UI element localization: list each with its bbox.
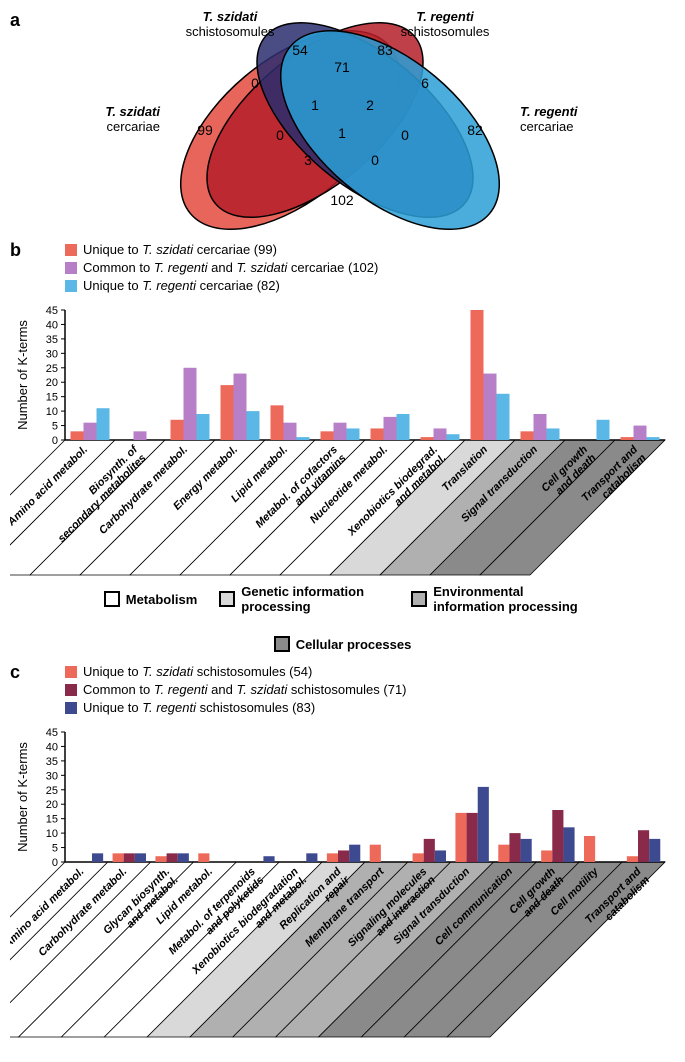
svg-text:0: 0	[371, 152, 379, 168]
svg-text:35: 35	[46, 334, 58, 346]
panel-b-chart: b Unique to T. szidati cercariae (99) Comm…	[10, 240, 675, 580]
svg-text:45: 45	[46, 727, 58, 739]
svg-text:c: c	[10, 662, 20, 682]
svg-text:40: 40	[46, 319, 58, 331]
svg-text:20: 20	[46, 377, 58, 389]
venn-svg: 99 54 83 82 0 71 6 102 0 0 1 2 3 0 1	[90, 10, 590, 240]
panel-c-chart: c Unique to T. szidati schistosomules (54…	[10, 662, 675, 1042]
svg-text:1: 1	[311, 97, 319, 113]
venn-label-tsz-cerc: T. szidaticercariae	[40, 105, 160, 135]
svg-text:20: 20	[46, 799, 58, 811]
panel-a-label: a	[10, 10, 20, 31]
svg-text:35: 35	[46, 756, 58, 768]
svg-text:0: 0	[401, 127, 409, 143]
venn-label-tr-cerc: T. regenticercariae	[520, 105, 640, 135]
svg-text:30: 30	[46, 348, 58, 360]
svg-text:40: 40	[46, 741, 58, 753]
svg-text:Unique to T. regenti schistoso: Unique to T. regenti schistosomules (83)	[83, 700, 315, 715]
venn-label-tr-schist: T. regentischistosomules	[380, 10, 510, 40]
svg-text:82: 82	[467, 122, 483, 138]
svg-text:Unique to T. szidati schistoso: Unique to T. szidati schistosomules (54)	[83, 664, 312, 679]
svg-text:Number of K-terms: Number of K-terms	[15, 320, 30, 430]
svg-text:3: 3	[304, 152, 312, 168]
panel-a-venn: a 99 54 83 82 0 71 6 102 0 0 1 2 3 0 1 T. szidaticerca…	[10, 10, 675, 240]
svg-text:0: 0	[52, 857, 58, 869]
svg-text:25: 25	[46, 785, 58, 797]
chart-c-svg: c Unique to T. szidati schistosomules (54…	[10, 662, 675, 1042]
svg-text:0: 0	[251, 75, 259, 91]
svg-text:Common to T. regenti and T. sz: Common to T. regenti and T. szidati cerc…	[83, 260, 378, 275]
svg-text:99: 99	[197, 122, 213, 138]
svg-text:b: b	[10, 240, 21, 260]
svg-text:10: 10	[46, 828, 58, 840]
svg-text:0: 0	[276, 127, 284, 143]
svg-text:71: 71	[334, 59, 350, 75]
svg-text:25: 25	[46, 363, 58, 375]
svg-text:6: 6	[421, 75, 429, 91]
supercategory-legend: MetabolismGenetic information processing…	[10, 584, 675, 652]
svg-text:0: 0	[52, 435, 58, 447]
svg-text:Unique to T. regenti cercariae: Unique to T. regenti cercariae (82)	[83, 278, 280, 293]
svg-text:54: 54	[292, 42, 308, 58]
svg-text:15: 15	[46, 392, 58, 404]
svg-text:83: 83	[377, 42, 393, 58]
chart-b-svg: b Unique to T. szidati cercariae (99) Comm…	[10, 240, 675, 580]
svg-text:1: 1	[338, 125, 346, 141]
svg-text:15: 15	[46, 814, 58, 826]
svg-text:5: 5	[52, 421, 58, 433]
svg-text:102: 102	[330, 192, 354, 208]
venn-label-tsz-schist: T. szidatischistosomules	[165, 10, 295, 40]
svg-text:5: 5	[52, 843, 58, 855]
svg-text:Common to T. regenti and T. sz: Common to T. regenti and T. szidati schi…	[83, 682, 407, 697]
svg-text:Number of K-terms: Number of K-terms	[15, 742, 30, 852]
svg-text:2: 2	[366, 97, 374, 113]
svg-text:Unique to T. szidati cercariae: Unique to T. szidati cercariae (99)	[83, 242, 277, 257]
svg-text:45: 45	[46, 305, 58, 317]
svg-text:10: 10	[46, 406, 58, 418]
svg-text:30: 30	[46, 770, 58, 782]
